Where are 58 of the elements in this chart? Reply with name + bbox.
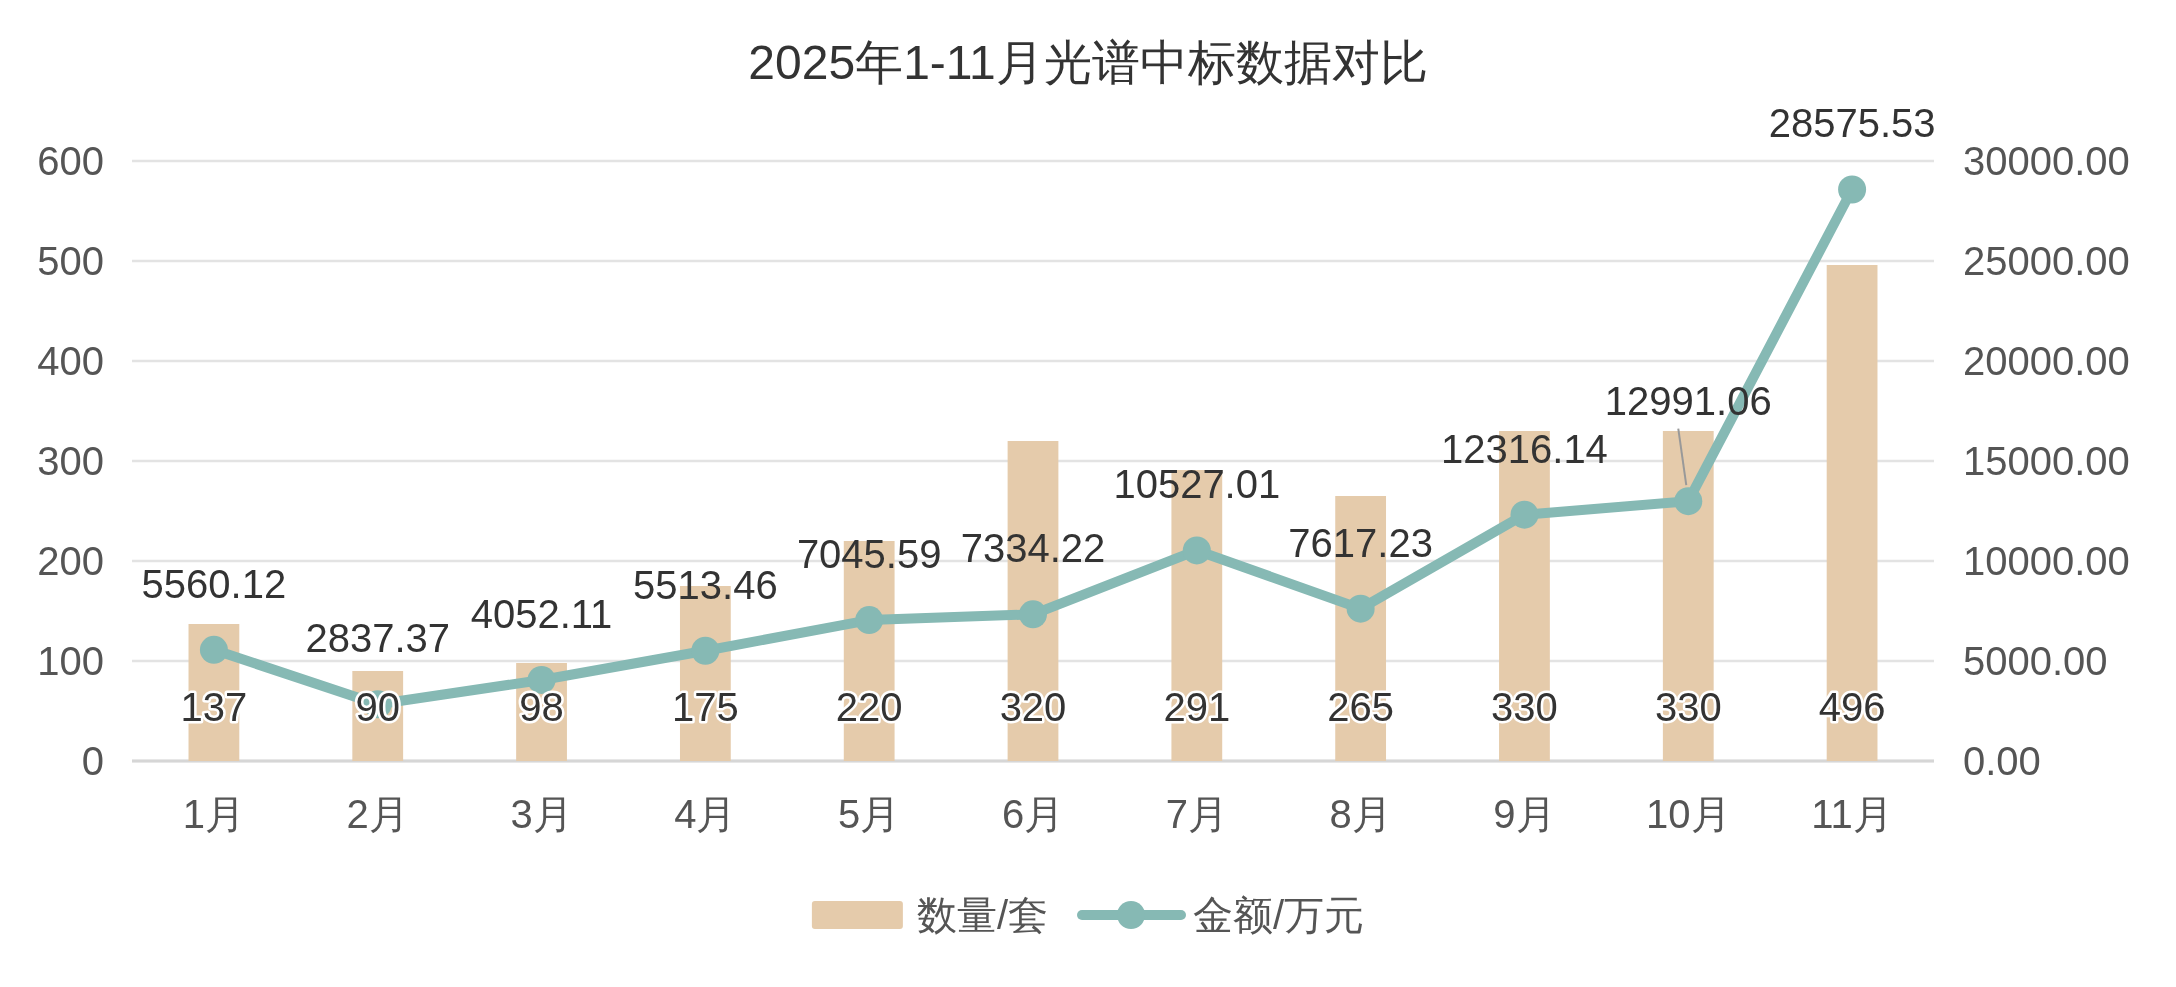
y2-tick-label: 10000.00 [1963, 539, 2130, 583]
point [1838, 175, 1867, 204]
point [527, 665, 556, 694]
data-label: 5560.12 [141, 561, 287, 606]
y-tick-label: 600 [37, 139, 104, 183]
y2-tick-label: 25000.00 [1963, 239, 2130, 283]
data-label: 4052.11 [470, 591, 613, 636]
legend-label: 数量/套 [916, 893, 1048, 937]
y-tick-label: 300 [37, 439, 104, 483]
legend-label: 金额/万元 [1193, 893, 1365, 937]
data-label: 330 [1654, 685, 1722, 729]
data-label: 98 [519, 685, 564, 729]
x-tick-label: 6月 [1001, 792, 1065, 836]
y-tick-label: 500 [37, 239, 104, 283]
x-tick-label: 7月 [1165, 792, 1228, 836]
y2-tick-label: 20000.00 [1963, 339, 2130, 383]
y-tick-label: 200 [37, 539, 104, 583]
x-tick-label: 10月 [1646, 792, 1731, 836]
y-tick-label: 100 [37, 639, 104, 683]
data-label: 7045.59 [796, 532, 942, 577]
point [1019, 600, 1047, 629]
data-label: 137 [180, 685, 248, 729]
point [691, 636, 720, 665]
y2-tick-label: 0.00 [1963, 739, 2041, 783]
point [855, 606, 884, 635]
y-tick-label: 400 [37, 339, 104, 383]
x-tick-label: 3月 [510, 792, 573, 836]
y2-tick-label: 5000.00 [1963, 639, 2108, 683]
data-label: 10527.01 [1113, 462, 1281, 507]
data-label: 496 [1818, 685, 1886, 729]
x-tick-label: 8月 [1329, 792, 1392, 836]
data-label: 7617.23 [1288, 520, 1433, 565]
data-label: 7334.22 [960, 526, 1106, 571]
x-tick-label: 1月 [182, 792, 246, 836]
y2-tick-label: 30000.00 [1963, 139, 2130, 183]
data-label: 220 [835, 685, 903, 729]
data-label: 5513.46 [633, 562, 778, 607]
data-label: 12316.14 [1441, 426, 1608, 471]
data-label: 330 [1491, 685, 1558, 729]
point [1674, 487, 1703, 516]
data-label: 175 [671, 685, 739, 729]
x-tick-label: 9月 [1493, 792, 1556, 836]
x-tick-label: 5月 [838, 792, 901, 836]
point [1346, 594, 1375, 623]
x-tick-label: 11月 [1811, 792, 1893, 836]
y2-tick-label: 15000.00 [1963, 439, 2130, 483]
chart-title: 2025年1-11月光谱中标数据对比 [748, 35, 1428, 89]
point [1182, 536, 1211, 565]
data-label: 28575.53 [1768, 101, 1936, 146]
data-label: 2837.37 [305, 616, 451, 661]
x-tick-label: 2月 [346, 792, 409, 836]
y-tick-label: 0 [81, 739, 104, 783]
data-label: 320 [999, 685, 1067, 729]
point [199, 635, 228, 664]
data-label: 265 [1327, 685, 1395, 729]
point [1510, 500, 1539, 529]
x-tick-label: 4月 [674, 792, 737, 836]
data-label: 291 [1163, 685, 1231, 729]
